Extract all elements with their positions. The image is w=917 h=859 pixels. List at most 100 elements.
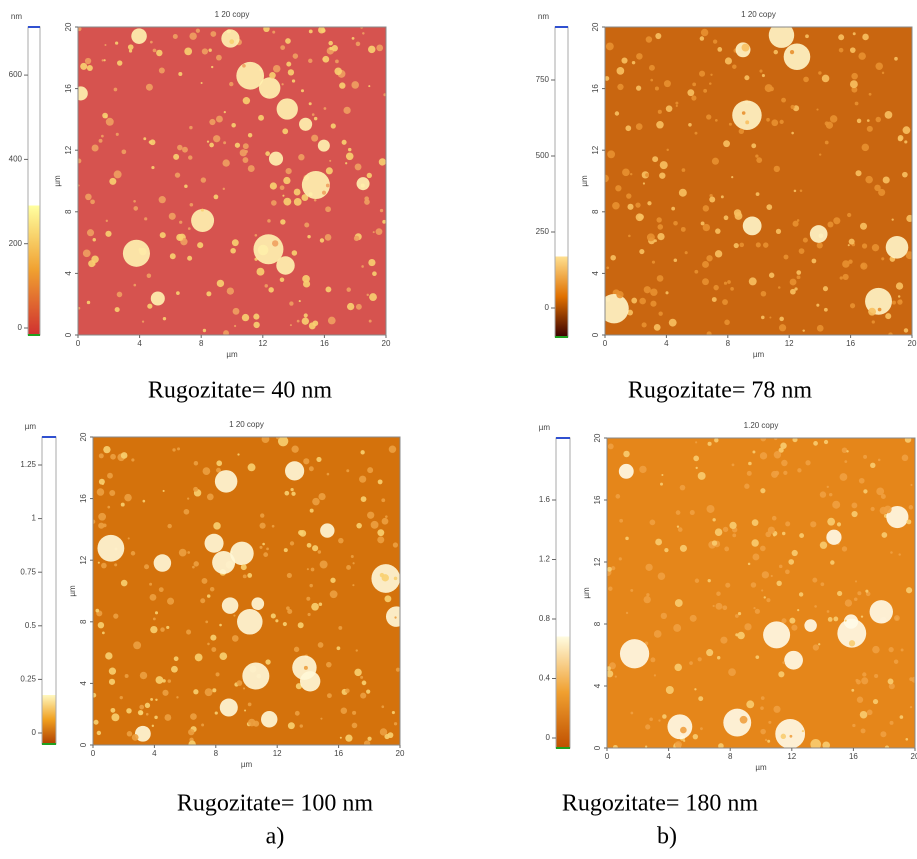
grain — [903, 126, 911, 134]
grain — [744, 623, 751, 630]
grain — [242, 314, 249, 321]
grain — [875, 63, 882, 70]
grain — [606, 266, 609, 269]
grain — [717, 656, 720, 659]
grain — [650, 79, 653, 82]
grain — [645, 564, 652, 571]
grain — [765, 84, 773, 92]
grain — [722, 605, 727, 610]
grain — [237, 609, 263, 635]
grain — [774, 451, 781, 458]
grain — [216, 116, 223, 123]
y-tick-label: 8 — [64, 209, 73, 214]
grain — [892, 301, 896, 305]
grain — [700, 36, 704, 40]
grain — [782, 532, 785, 535]
grain — [898, 553, 900, 555]
grain — [372, 271, 377, 276]
grain — [348, 148, 351, 151]
x-tick-label: 8 — [199, 339, 204, 348]
grain — [797, 468, 801, 472]
grain — [761, 589, 763, 591]
grain — [368, 259, 375, 266]
grain — [855, 170, 861, 176]
grain — [145, 703, 150, 708]
grain — [231, 123, 236, 128]
grain — [156, 50, 162, 56]
grain — [802, 329, 804, 331]
grain — [870, 600, 893, 623]
grain — [906, 587, 912, 593]
grain — [709, 82, 712, 85]
grain — [759, 70, 762, 73]
grain — [679, 189, 687, 197]
grain — [77, 159, 82, 164]
grain — [259, 546, 262, 549]
grain — [652, 156, 658, 162]
grain — [172, 448, 175, 451]
grain — [643, 182, 645, 184]
grain — [673, 624, 681, 632]
grain — [133, 641, 141, 649]
grain — [773, 706, 780, 713]
grain — [725, 57, 732, 64]
grain — [121, 452, 128, 459]
grain — [326, 167, 333, 174]
grain — [850, 80, 858, 88]
grain — [861, 677, 868, 684]
grain — [351, 81, 359, 89]
grain — [327, 693, 332, 698]
grain — [151, 291, 165, 305]
grain — [760, 706, 764, 710]
grain — [232, 239, 239, 246]
grain — [599, 294, 628, 323]
grain — [304, 222, 309, 227]
grain — [224, 111, 226, 113]
grain — [169, 213, 176, 220]
grain — [715, 528, 723, 536]
grain — [752, 519, 759, 526]
grain — [884, 506, 892, 514]
grain — [851, 689, 854, 692]
y-tick-label: 4 — [593, 683, 602, 688]
grain — [328, 317, 336, 325]
grain — [187, 498, 189, 500]
grain — [636, 123, 643, 130]
grain — [270, 182, 277, 189]
grain — [791, 625, 797, 631]
grain — [849, 640, 855, 646]
grain — [326, 184, 330, 188]
grain — [851, 73, 858, 80]
x-tick-label: 16 — [334, 749, 343, 758]
grain — [665, 291, 668, 294]
grain — [865, 176, 873, 184]
grain — [766, 598, 770, 602]
grain — [813, 644, 819, 650]
y-tick-label: 8 — [591, 209, 600, 214]
grain — [93, 238, 96, 241]
grain — [257, 268, 265, 276]
grain — [339, 82, 345, 88]
grain — [236, 62, 264, 90]
grain — [381, 498, 385, 502]
grain — [243, 157, 249, 163]
grain — [779, 324, 786, 331]
grain — [283, 622, 287, 626]
y-tick-label: 4 — [79, 681, 88, 686]
grain — [284, 491, 289, 496]
grain — [308, 613, 311, 616]
grain — [606, 42, 614, 50]
scale-tick-label: 0.25 — [20, 675, 36, 684]
x-tick-label: 4 — [664, 339, 669, 348]
grain — [716, 591, 720, 595]
grain — [692, 83, 696, 87]
y-tick-label: 8 — [593, 621, 602, 626]
grain — [345, 735, 352, 742]
y-tick-label: 0 — [79, 742, 88, 747]
grain — [213, 135, 220, 142]
grain — [144, 564, 149, 569]
grain — [329, 47, 332, 50]
grain — [612, 202, 620, 210]
grain — [867, 119, 870, 122]
grain — [776, 229, 781, 234]
